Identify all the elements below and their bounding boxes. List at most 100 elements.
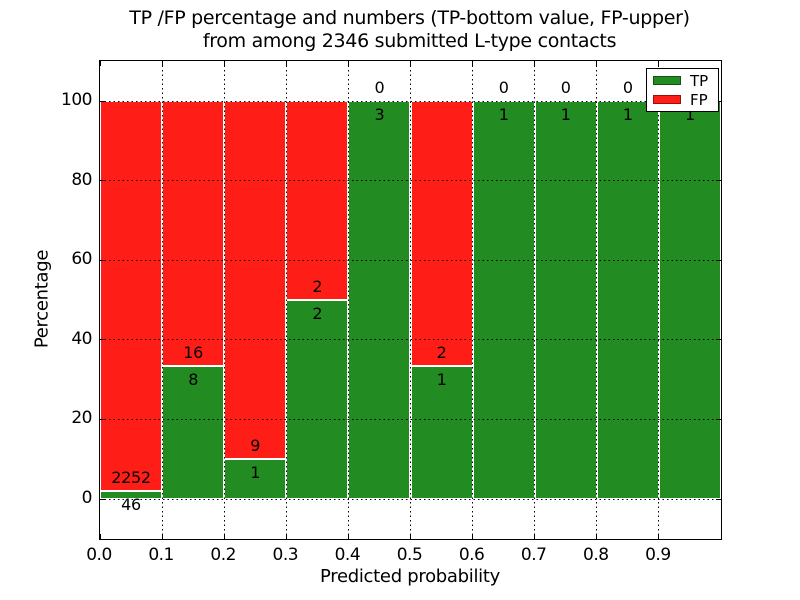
- x-tick-label: 0.6: [458, 545, 485, 565]
- y-tick-mark: [716, 180, 721, 182]
- bar-segment-tp: [472, 101, 535, 499]
- legend: TP FP: [646, 68, 719, 112]
- x-tick-mark: [658, 534, 660, 539]
- y-axis-label: Percentage: [31, 249, 53, 349]
- x-tick-mark: [534, 61, 536, 66]
- x-gridline: [223, 61, 225, 539]
- x-tick-mark: [161, 534, 163, 539]
- x-gridline: [596, 61, 598, 539]
- y-tick-label: 0: [81, 488, 93, 508]
- y-tick-mark: [100, 339, 105, 341]
- fp-count-label: 2: [436, 343, 447, 363]
- legend-entry-fp: FP: [653, 92, 712, 108]
- tp-count-label: 2: [312, 304, 323, 323]
- fp-count-label: 0: [560, 78, 571, 97]
- x-tick-mark: [472, 534, 474, 539]
- y-gridline: [100, 498, 721, 500]
- fp-count-label: 9: [250, 436, 261, 456]
- fp-count-label: 2252: [111, 468, 151, 488]
- plot-area: TP FP 2252461689122032101010101: [99, 60, 722, 540]
- x-tick-mark: [223, 534, 225, 539]
- tp-count-label: 1: [250, 463, 261, 483]
- x-tick-label: 0.9: [645, 545, 671, 565]
- y-tick-label: 40: [71, 328, 92, 349]
- bar-segment-tp: [534, 101, 597, 499]
- y-tick-mark: [716, 418, 721, 420]
- x-tick-mark: [223, 61, 225, 66]
- x-tick-label: 0.5: [396, 545, 423, 565]
- x-tick-mark: [472, 61, 474, 66]
- x-gridline: [472, 61, 474, 539]
- bar-segment-tp: [100, 491, 163, 499]
- bar-segment-tp: [162, 366, 225, 499]
- bar-segment-tp: [224, 459, 287, 499]
- fp-count-label: 0: [622, 78, 633, 97]
- bar-segment-fp: [224, 101, 287, 460]
- x-tick-mark: [347, 534, 349, 539]
- x-tick-mark: [99, 61, 101, 66]
- x-tick-label: 0.7: [520, 545, 547, 565]
- bar-segment-tp: [348, 101, 411, 499]
- y-gridline: [100, 259, 721, 261]
- y-tick-mark: [716, 339, 721, 341]
- bar-segment-tp: [286, 300, 349, 499]
- chart-title-line1: TP /FP percentage and numbers (TP-bottom…: [129, 7, 690, 29]
- x-tick-label: 0.4: [334, 545, 361, 565]
- y-tick-label: 60: [71, 249, 92, 270]
- legend-label-tp: TP: [690, 71, 709, 90]
- x-tick-mark: [596, 61, 598, 66]
- tp-count-label: 1: [684, 105, 695, 124]
- y-tick-mark: [100, 259, 105, 261]
- y-gridline: [100, 100, 721, 102]
- fp-count-label: 0: [374, 78, 385, 97]
- y-tick-mark: [100, 418, 105, 420]
- bar-segment-tp: [410, 366, 473, 499]
- bar-segment-tp: [596, 101, 659, 499]
- tp-count-label: 1: [436, 370, 447, 390]
- tp-color-swatch: [653, 76, 681, 85]
- y-tick-mark: [716, 498, 721, 500]
- tp-count-label: 1: [622, 105, 633, 124]
- x-tick-mark: [285, 534, 287, 539]
- chart-title: TP /FP percentage and numbers (TP-bottom…: [99, 7, 720, 53]
- fp-count-label: 16: [183, 343, 204, 363]
- x-tick-mark: [596, 534, 598, 539]
- x-gridline: [285, 61, 287, 539]
- x-tick-mark: [99, 534, 101, 539]
- bar-segment-fp: [162, 101, 225, 367]
- x-gridline: [534, 61, 536, 539]
- y-tick-label: 20: [71, 408, 92, 429]
- y-tick-label: 100: [61, 90, 92, 110]
- legend-entry-tp: TP: [653, 73, 712, 89]
- y-tick-mark: [100, 100, 105, 102]
- x-tick-mark: [534, 534, 536, 539]
- x-tick-label: 0.2: [210, 545, 236, 565]
- tp-count-label: 46: [121, 495, 141, 515]
- y-gridline: [100, 180, 721, 182]
- y-tick-mark: [100, 180, 105, 182]
- bar-segment-fp: [410, 101, 473, 367]
- x-tick-label: 0.0: [86, 545, 112, 565]
- y-gridline: [100, 339, 721, 341]
- x-tick-mark: [285, 61, 287, 66]
- y-gridline: [100, 418, 721, 420]
- y-tick-mark: [100, 498, 105, 500]
- x-tick-label: 0.3: [272, 545, 299, 565]
- x-gridline: [161, 61, 163, 539]
- bar-segment-tp: [658, 101, 721, 499]
- y-tick-mark: [716, 259, 721, 261]
- x-gridline: [410, 61, 411, 539]
- chart-title-line2: from among 2346 submitted L-type contact…: [202, 30, 617, 52]
- tp-count-label: 8: [188, 370, 199, 390]
- tp-count-label: 1: [560, 105, 571, 124]
- x-tick-mark: [410, 61, 411, 66]
- x-tick-mark: [410, 534, 411, 539]
- tp-count-label: 3: [374, 105, 385, 124]
- fp-color-swatch: [653, 95, 681, 104]
- x-tick-label: 0.1: [148, 545, 174, 565]
- x-tick-mark: [161, 61, 163, 66]
- bar-segment-fp: [100, 101, 163, 492]
- tp-count-label: 1: [498, 105, 509, 124]
- x-tick-mark: [658, 61, 660, 66]
